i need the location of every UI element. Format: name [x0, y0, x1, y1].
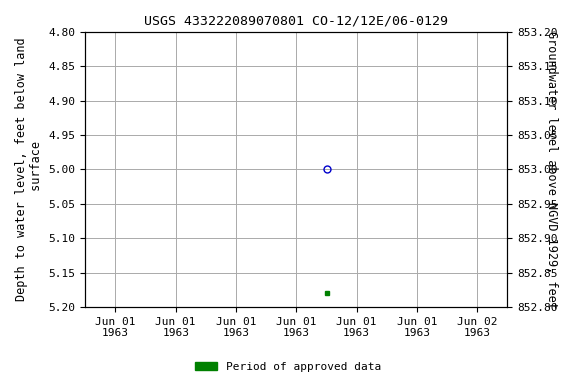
- Y-axis label: Depth to water level, feet below land
 surface: Depth to water level, feet below land su…: [15, 38, 43, 301]
- Title: USGS 433222089070801 CO-12/12E/06-0129: USGS 433222089070801 CO-12/12E/06-0129: [145, 15, 448, 28]
- Legend: Period of approved data: Period of approved data: [191, 358, 385, 377]
- Y-axis label: Groundwater level above NGVD 1929, feet: Groundwater level above NGVD 1929, feet: [545, 30, 558, 308]
